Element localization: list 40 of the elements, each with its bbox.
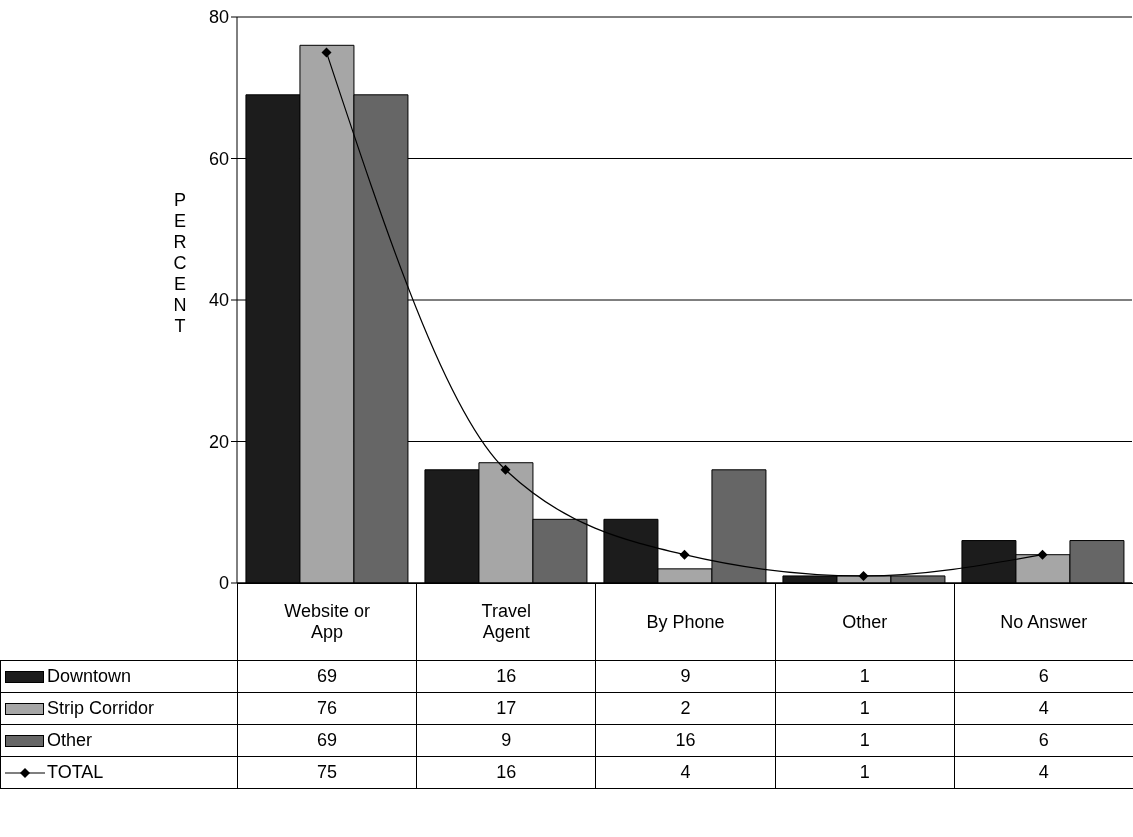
data-label: 69 <box>237 724 417 757</box>
data-label: 6 <box>954 724 1133 757</box>
legend-label: Strip Corridor <box>0 692 238 725</box>
x-tick-label: Other <box>775 583 955 661</box>
y-tick-label: 0 <box>218 573 229 594</box>
data-label: 9 <box>416 724 596 757</box>
data-label: 16 <box>595 724 776 757</box>
data-label: 2 <box>595 692 776 725</box>
legend-label: TOTAL <box>0 756 238 789</box>
y-axis-title: PERCENT <box>172 190 188 337</box>
point <box>321 47 332 58</box>
x-tick-label: By Phone <box>595 583 776 661</box>
data-label: 4 <box>595 756 776 789</box>
data-label: 76 <box>237 692 417 725</box>
data-label: 69 <box>237 660 417 693</box>
point <box>500 464 511 475</box>
data-label: 17 <box>416 692 596 725</box>
point <box>1037 549 1048 560</box>
point <box>679 549 690 560</box>
point <box>858 570 869 581</box>
y-tick-label: 80 <box>208 7 229 28</box>
data-label: 75 <box>237 756 417 789</box>
data-label: 4 <box>954 756 1133 789</box>
data-label: 4 <box>954 692 1133 725</box>
x-tick-label: Website or App <box>237 583 417 661</box>
data-label: 1 <box>775 756 955 789</box>
legend-label: Downtown <box>0 660 238 693</box>
data-label: 9 <box>595 660 776 693</box>
data-label: 16 <box>416 660 596 693</box>
data-label: 16 <box>416 756 596 789</box>
x-tick-label: No Answer <box>954 583 1133 661</box>
x-tick-label: Travel Agent <box>416 583 596 661</box>
y-tick-label: 40 <box>208 290 229 311</box>
data-label: 1 <box>775 692 955 725</box>
y-tick-label: 60 <box>208 148 229 169</box>
legend-label: Other <box>0 724 238 757</box>
data-label: 6 <box>954 660 1133 693</box>
data-label: 1 <box>775 724 955 757</box>
y-tick-label: 20 <box>208 431 229 452</box>
data-label: 1 <box>775 660 955 693</box>
